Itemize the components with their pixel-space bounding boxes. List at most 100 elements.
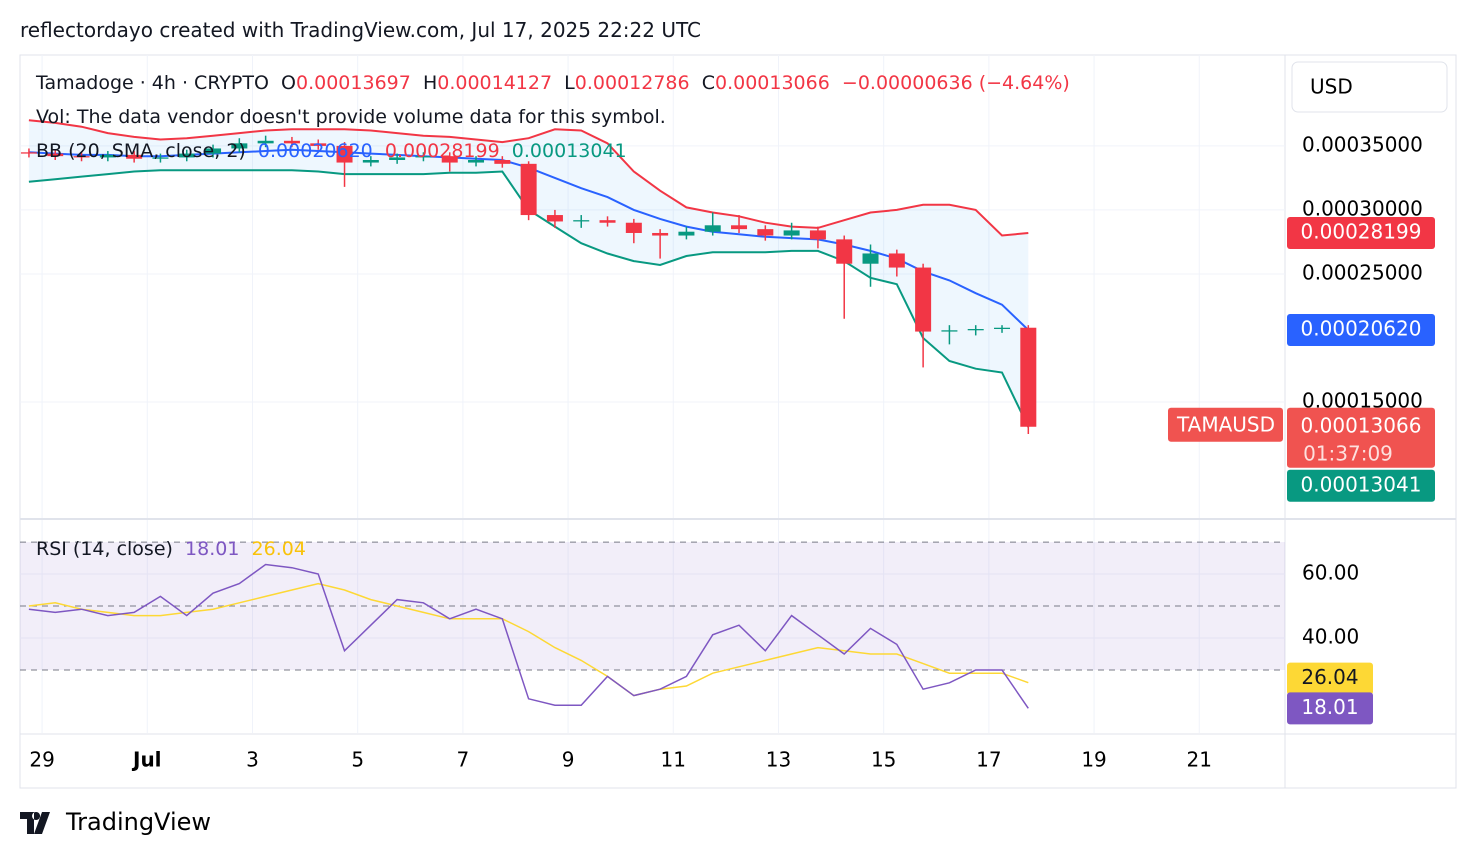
- x-tick-label: 7: [457, 748, 470, 772]
- x-tick-label: 15: [871, 748, 896, 772]
- candle-body: [283, 140, 300, 144]
- h-label: H: [422, 72, 438, 94]
- x-tick-label: 11: [661, 748, 686, 772]
- logo: [20, 812, 50, 834]
- l-label: L: [564, 72, 575, 94]
- candle-body: [257, 140, 274, 144]
- rsi-line: [28, 563, 1029, 709]
- candle-body: [178, 153, 195, 158]
- legend-bb: BB (20, SMA, close, 2) 0.00020620 0.0002…: [36, 140, 627, 162]
- currency[interactable]: USD: [1310, 75, 1353, 99]
- candle-body: [415, 156, 432, 158]
- frame: [19, 54, 1457, 789]
- o-label: O: [281, 72, 296, 94]
- bb-mid-label-box: [1287, 314, 1435, 347]
- candle-body: [994, 327, 1011, 330]
- l-value: 0.00012786: [574, 72, 690, 94]
- y-tick-label: 0.00025000: [1302, 260, 1423, 284]
- countdown: 01:37:09: [1303, 441, 1393, 465]
- candle-body: [625, 222, 642, 233]
- y-tick-label: 0.00035000: [1302, 132, 1423, 156]
- bb-up-label: 0.00028199: [1301, 219, 1422, 243]
- candle-body: [915, 267, 932, 332]
- o-value: 0.00013697: [296, 72, 411, 94]
- candle-body: [862, 253, 879, 264]
- brand: TradingView: [65, 808, 211, 836]
- candle-body: [441, 156, 458, 163]
- x-tick-label: Jul: [131, 748, 162, 772]
- candle-body: [152, 157, 169, 159]
- candle-body: [520, 163, 537, 216]
- legend-ohlc: Tamadoge · 4h · CRYPTO O0.00013697 H0.00…: [36, 72, 1070, 94]
- bb-upper: [28, 119, 1029, 237]
- bb-mid: 0.00020620: [257, 140, 373, 162]
- x-tick-label: 29: [29, 748, 54, 772]
- candle-body: [888, 253, 905, 268]
- candle-body: [731, 225, 748, 230]
- candle-body: [99, 154, 116, 158]
- rsi-ma: [28, 582, 1029, 697]
- candle-body: [967, 329, 984, 331]
- candle-body: [47, 153, 64, 157]
- rsi-ma-value: 26.04: [251, 538, 306, 560]
- rsi-ma-label-box: [1287, 662, 1373, 695]
- candle-body: [809, 230, 826, 240]
- rsi-value: 18.01: [185, 538, 240, 560]
- rsi-tick-label: 60.00: [1302, 561, 1359, 585]
- candle-body: [73, 156, 90, 158]
- bb-label: BB (20, SMA, close, 2): [36, 140, 246, 162]
- x-tick-label: 21: [1187, 748, 1212, 772]
- x-tick-label: 3: [246, 748, 259, 772]
- candle-body: [652, 232, 669, 236]
- change: −0.00000636 (−4.64%): [841, 72, 1070, 94]
- ticker-box: [1168, 407, 1283, 442]
- legend-rsi: RSI (14, close) 18.01 26.04: [36, 538, 306, 560]
- candle-body: [704, 225, 721, 232]
- rsi-ma-label: 26.04: [1301, 665, 1358, 689]
- candle-body: [389, 157, 406, 160]
- candle-body: [678, 231, 695, 236]
- x-tick-label: 17: [976, 748, 1001, 772]
- rsi-label-box: 18.01: [1301, 695, 1358, 719]
- bb-up-label-box: [1287, 216, 1435, 249]
- rsi-tick-label: 40.00: [1302, 625, 1359, 649]
- ticker: TAMAUSD: [1176, 412, 1275, 436]
- candle-body: [336, 145, 353, 163]
- candle-body: [126, 154, 143, 159]
- candle-body: [205, 148, 222, 154]
- candle-body: [1020, 327, 1037, 427]
- rsi-label-box-box: [1287, 692, 1373, 725]
- candle-body: [546, 215, 563, 222]
- c-label: C: [701, 72, 715, 94]
- bb-low-label: 0.00013041: [1301, 472, 1422, 496]
- candle-body: [20, 152, 37, 154]
- x-tick-label: 19: [1081, 748, 1106, 772]
- h-value: 0.00014127: [437, 72, 553, 94]
- candle-body: [573, 220, 590, 222]
- candle-body: [757, 229, 774, 236]
- rsi-label: RSI (14, close): [36, 538, 173, 560]
- bb-low: 0.00013041: [511, 140, 627, 162]
- candle-body: [362, 159, 379, 163]
- grid: [20, 55, 1285, 733]
- last-price-box: [1287, 407, 1435, 468]
- y-tick-label: 0.00030000: [1302, 196, 1423, 220]
- candle-body: [941, 330, 958, 332]
- currency-button[interactable]: [1291, 61, 1448, 113]
- symbol: Tamadoge · 4h · CRYPTO: [36, 72, 269, 94]
- candle-body: [231, 143, 248, 149]
- candle-body: [599, 220, 616, 223]
- candle-body: [836, 239, 853, 264]
- legend-vol: Vol: The data vendor doesn't provide vol…: [36, 106, 666, 128]
- bb-mid-label: 0.00020620: [1301, 317, 1422, 341]
- credit: reflectordayo created with TradingView.c…: [20, 18, 701, 42]
- last-price: 0.00013066: [1301, 413, 1422, 437]
- x-tick-label: 13: [766, 748, 791, 772]
- bb-up: 0.00028199: [384, 140, 500, 162]
- candle-body: [783, 230, 800, 236]
- candle-body: [494, 159, 511, 164]
- candle-body: [310, 143, 327, 146]
- c-value: 0.00013066: [714, 72, 830, 94]
